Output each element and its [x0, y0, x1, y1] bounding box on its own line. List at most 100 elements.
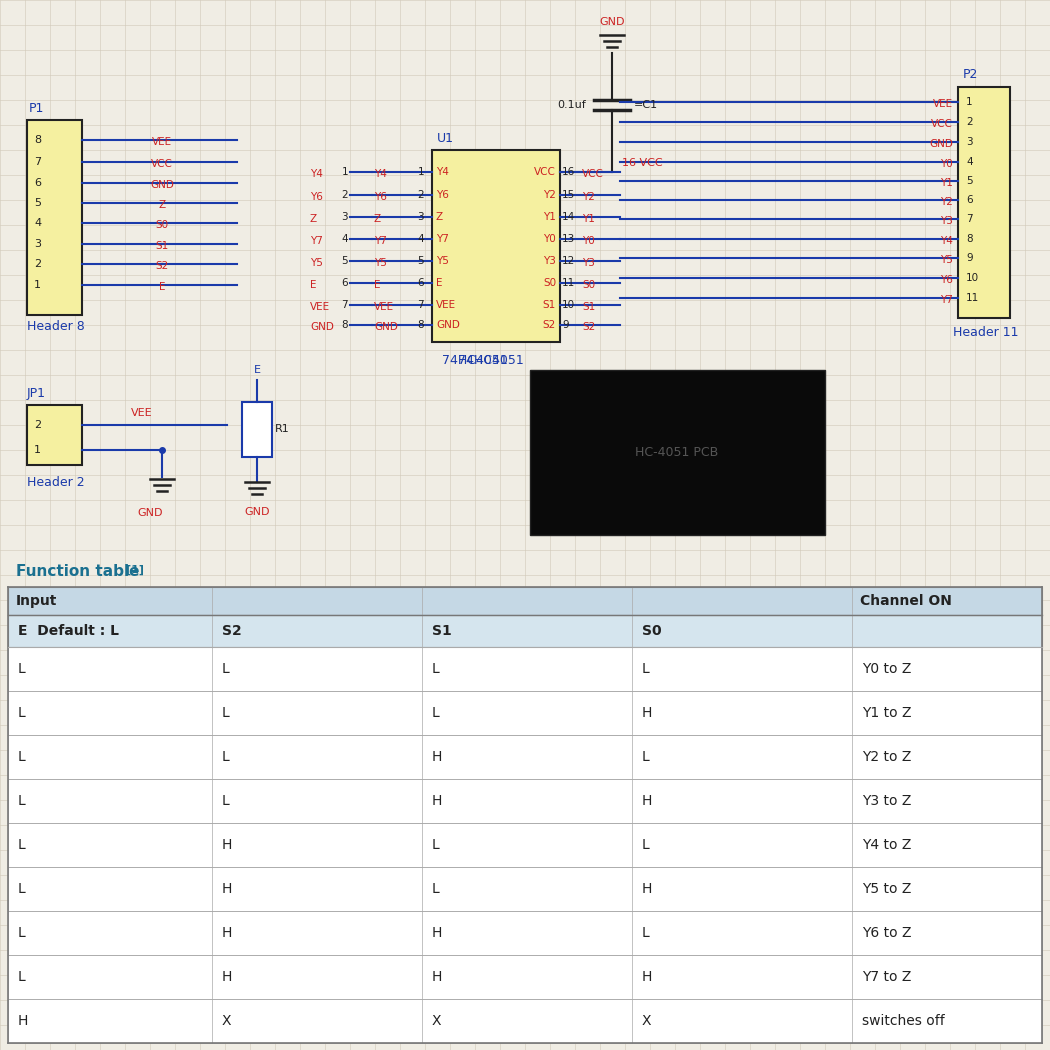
Text: P2: P2 — [963, 67, 979, 81]
Text: Y6: Y6 — [940, 275, 953, 285]
Text: L: L — [432, 882, 440, 896]
Text: S0: S0 — [642, 624, 662, 638]
Text: Y2: Y2 — [940, 197, 953, 207]
Text: VCC: VCC — [534, 167, 557, 177]
Text: L: L — [18, 970, 26, 984]
Text: L: L — [18, 926, 26, 940]
Text: Y5 to Z: Y5 to Z — [862, 882, 911, 896]
Text: Y2: Y2 — [582, 192, 595, 202]
Text: 1: 1 — [418, 167, 424, 177]
Text: VEE: VEE — [436, 300, 456, 310]
Text: H: H — [222, 926, 232, 940]
Bar — [8, 691, 1042, 735]
Text: L: L — [432, 838, 440, 852]
Text: 4: 4 — [34, 218, 41, 228]
Text: 74HC4051: 74HC4051 — [458, 354, 524, 366]
Text: GND: GND — [374, 322, 398, 332]
Text: Y1: Y1 — [543, 212, 556, 222]
Text: Channel ON: Channel ON — [860, 594, 952, 608]
Text: 10: 10 — [966, 273, 979, 284]
Text: 6: 6 — [966, 195, 972, 205]
Text: VCC: VCC — [582, 169, 604, 179]
Text: 8: 8 — [418, 320, 424, 330]
Text: HC-4051 PCB: HC-4051 PCB — [635, 445, 718, 459]
Bar — [8, 911, 1042, 956]
Text: H: H — [222, 882, 232, 896]
Text: Header 11: Header 11 — [953, 326, 1018, 338]
Text: L: L — [18, 750, 26, 764]
Text: Header 8: Header 8 — [27, 320, 85, 334]
Text: Z: Z — [159, 200, 166, 210]
Text: Y0 to Z: Y0 to Z — [862, 662, 911, 676]
Text: L: L — [642, 662, 650, 676]
Text: L: L — [18, 662, 26, 676]
Text: X: X — [642, 1014, 651, 1028]
Text: 13: 13 — [562, 234, 575, 244]
Text: E: E — [374, 280, 380, 290]
Text: 1: 1 — [34, 280, 41, 290]
Bar — [8, 999, 1042, 1043]
Text: VEE: VEE — [374, 302, 394, 312]
Text: L: L — [432, 706, 440, 720]
Text: Y6 to Z: Y6 to Z — [862, 926, 911, 940]
Text: S2: S2 — [155, 261, 169, 271]
Text: Y3: Y3 — [543, 256, 556, 266]
Bar — [8, 615, 1042, 647]
Text: Y4: Y4 — [940, 236, 953, 246]
Text: [1]: [1] — [126, 565, 144, 575]
Text: 6: 6 — [34, 178, 41, 188]
Text: 0.1uf: 0.1uf — [556, 100, 586, 110]
Text: Function table: Function table — [16, 564, 145, 579]
Text: H: H — [642, 794, 652, 808]
Text: Y3: Y3 — [940, 216, 953, 226]
Text: L: L — [18, 706, 26, 720]
Text: Header 2: Header 2 — [27, 477, 85, 489]
Text: 4: 4 — [966, 158, 972, 167]
Text: L: L — [222, 750, 230, 764]
Text: 5: 5 — [966, 176, 972, 186]
Text: 2: 2 — [418, 190, 424, 200]
Text: Y4: Y4 — [374, 169, 386, 179]
Text: 9: 9 — [966, 253, 972, 262]
Text: S0: S0 — [155, 220, 169, 230]
Text: Input: Input — [16, 594, 58, 608]
Text: S1: S1 — [155, 242, 169, 251]
Text: Y2 to Z: Y2 to Z — [862, 750, 911, 764]
Text: 2: 2 — [341, 190, 348, 200]
Text: Y5: Y5 — [436, 256, 449, 266]
Text: Y4: Y4 — [310, 169, 323, 179]
Text: GND: GND — [436, 320, 460, 330]
Text: Y6: Y6 — [436, 190, 449, 200]
Bar — [530, 370, 825, 536]
Text: 2: 2 — [34, 259, 41, 269]
Text: 5: 5 — [34, 198, 41, 208]
Text: Y0: Y0 — [543, 234, 556, 244]
Text: GND: GND — [150, 180, 174, 190]
Text: S1: S1 — [582, 302, 595, 312]
Bar — [432, 150, 560, 342]
Text: H: H — [642, 706, 652, 720]
Bar — [8, 823, 1042, 867]
Text: L: L — [222, 794, 230, 808]
Text: H: H — [642, 970, 652, 984]
Text: X: X — [432, 1014, 441, 1028]
Text: VEE: VEE — [131, 408, 153, 418]
Text: 16: 16 — [562, 167, 575, 177]
Text: E: E — [159, 282, 165, 292]
Bar — [8, 647, 1042, 691]
Text: GND: GND — [245, 507, 270, 517]
Text: Y4 to Z: Y4 to Z — [862, 838, 911, 852]
Bar — [8, 779, 1042, 823]
Text: 1: 1 — [966, 97, 972, 107]
Text: 14: 14 — [562, 212, 575, 222]
Text: S2: S2 — [582, 322, 595, 332]
Text: 7: 7 — [966, 214, 972, 224]
Text: Y7: Y7 — [310, 236, 323, 246]
Text: L: L — [18, 794, 26, 808]
Bar — [8, 735, 1042, 779]
Text: 5: 5 — [341, 256, 348, 266]
Text: GND: GND — [600, 17, 625, 27]
Text: Y5: Y5 — [940, 255, 953, 265]
Text: Y1 to Z: Y1 to Z — [862, 706, 911, 720]
Text: L: L — [222, 662, 230, 676]
